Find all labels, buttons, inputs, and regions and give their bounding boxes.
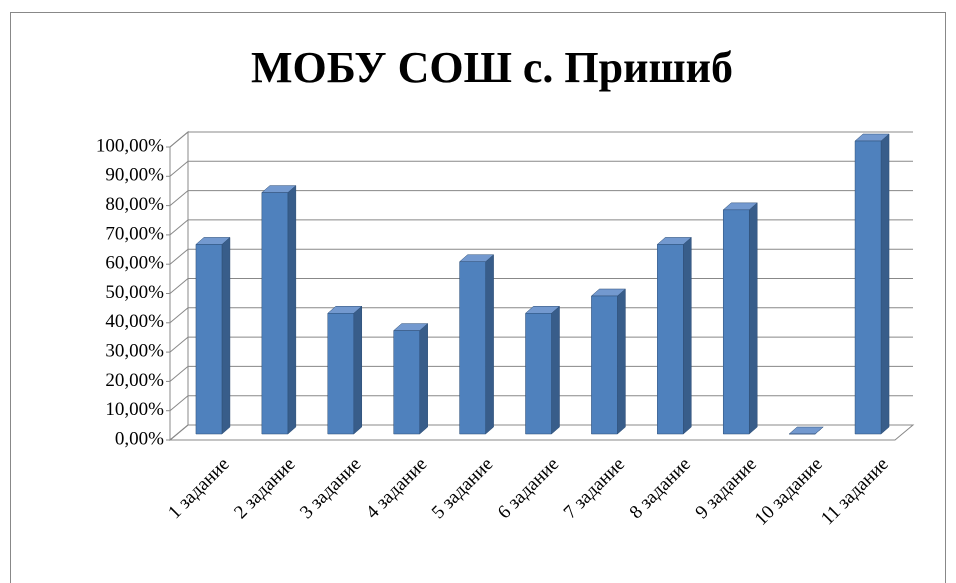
chart-title: МОБУ СОШ с. Пришиб [251,43,733,92]
grid-line [169,131,913,148]
bar-front [195,244,223,435]
bar-front [854,140,882,435]
y-tick-label: 30,00% [105,340,164,361]
bar-front [657,244,684,435]
bar [195,236,231,435]
grid-line [169,219,913,236]
bar-front [525,313,552,435]
bar [722,202,758,435]
grid-line [169,160,913,177]
bar-side [353,305,363,435]
y-tick-label: 70,00% [105,223,164,244]
bar-side [748,202,758,435]
bar [788,426,824,435]
bar [261,185,297,435]
y-tick-label: 90,00% [105,165,164,186]
bar [590,288,627,435]
bar [656,236,692,435]
bar-front [327,313,355,435]
bar-side [419,323,428,435]
y-tick-label: 20,00% [105,370,164,391]
bar-side [683,236,692,435]
y-tick-label: 10,00% [105,399,164,420]
bar-front [261,192,289,435]
bar-side [617,288,626,435]
bar-side [880,133,890,435]
bar-side [551,305,560,435]
y-tick-label: 0,00% [115,428,164,449]
bar [854,133,890,435]
y-tick-label: 50,00% [105,282,164,303]
y-tick-label: 40,00% [105,311,164,332]
y-tick-label: 60,00% [105,253,164,274]
bar [458,254,495,435]
y-tick-label: 100,00% [96,135,164,156]
grid-line [169,190,913,206]
bar-front [459,261,486,435]
bar [327,305,363,435]
y-tick-label: 80,00% [105,194,164,215]
bar-side [287,185,297,435]
bar-front [591,295,618,435]
bar-front [722,209,750,435]
bar-side [221,236,231,435]
bar [393,323,429,435]
bar-side [485,254,494,435]
bar [524,305,561,435]
bar-front [393,330,420,435]
